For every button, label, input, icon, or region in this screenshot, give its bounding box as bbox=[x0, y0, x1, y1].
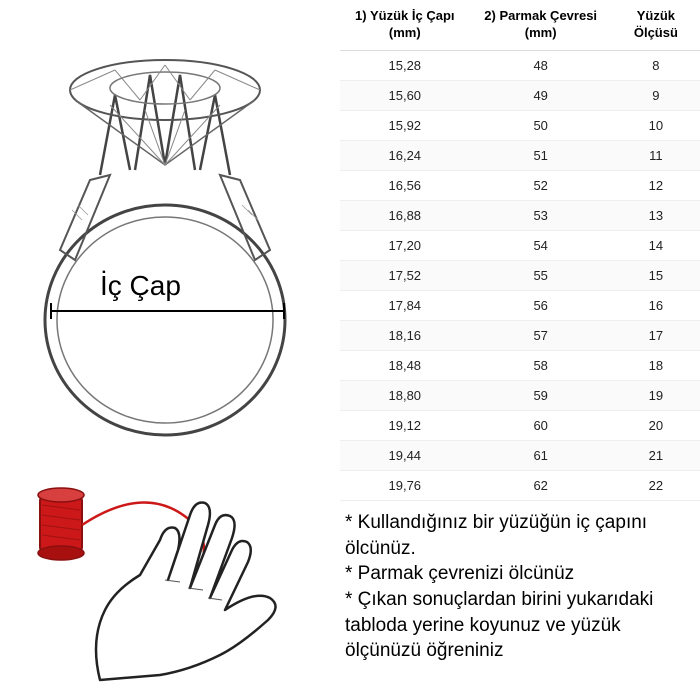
table-cell: 17,52 bbox=[340, 260, 470, 290]
table-row: 15,60499 bbox=[340, 80, 700, 110]
instruction-line: * Kullandığınız bir yüzüğün iç çapını öl… bbox=[345, 510, 695, 561]
table-cell: 16 bbox=[612, 290, 700, 320]
table-cell: 58 bbox=[470, 350, 612, 380]
table-cell: 54 bbox=[470, 230, 612, 260]
table-cell: 14 bbox=[612, 230, 700, 260]
col-header-circumference: 2) Parmak Çevresi (mm) bbox=[470, 0, 612, 50]
table-row: 18,485818 bbox=[340, 350, 700, 380]
table-cell: 48 bbox=[470, 50, 612, 80]
ring-size-table: 1) Yüzük İç Çapı (mm) 2) Parmak Çevresi … bbox=[340, 0, 700, 501]
table-cell: 8 bbox=[612, 50, 700, 80]
table-cell: 19,76 bbox=[340, 470, 470, 500]
table-row: 16,885313 bbox=[340, 200, 700, 230]
table-row: 16,565212 bbox=[340, 170, 700, 200]
diameter-arrow-icon bbox=[50, 310, 285, 312]
table-cell: 16,88 bbox=[340, 200, 470, 230]
table-row: 19,126020 bbox=[340, 410, 700, 440]
table-row: 19,766222 bbox=[340, 470, 700, 500]
col-header-diameter: 1) Yüzük İç Çapı (mm) bbox=[340, 0, 470, 50]
table-row: 15,925010 bbox=[340, 110, 700, 140]
table-cell: 16,24 bbox=[340, 140, 470, 170]
col-header-size: Yüzük Ölçüsü bbox=[612, 0, 700, 50]
table-cell: 51 bbox=[470, 140, 612, 170]
table-cell: 53 bbox=[470, 200, 612, 230]
instruction-line: * Çıkan sonuçlardan birini yukarıdaki ta… bbox=[345, 587, 695, 664]
table-cell: 17 bbox=[612, 320, 700, 350]
table-cell: 62 bbox=[470, 470, 612, 500]
diameter-label: İç Çap bbox=[100, 270, 181, 302]
instructions-block: * Kullandığınız bir yüzüğün iç çapını öl… bbox=[345, 510, 695, 664]
table-row: 19,446121 bbox=[340, 440, 700, 470]
table-cell: 20 bbox=[612, 410, 700, 440]
table-cell: 17,20 bbox=[340, 230, 470, 260]
table-row: 18,805919 bbox=[340, 380, 700, 410]
table-cell: 15,28 bbox=[340, 50, 470, 80]
table-cell: 59 bbox=[470, 380, 612, 410]
table-cell: 18,16 bbox=[340, 320, 470, 350]
table-row: 15,28488 bbox=[340, 50, 700, 80]
table-cell: 15,60 bbox=[340, 80, 470, 110]
instruction-line: * Parmak çevrenizi ölcünüz bbox=[345, 561, 695, 587]
table-cell: 15,92 bbox=[340, 110, 470, 140]
table-cell: 18 bbox=[612, 350, 700, 380]
table-cell: 61 bbox=[470, 440, 612, 470]
table-row: 17,525515 bbox=[340, 260, 700, 290]
table-cell: 12 bbox=[612, 170, 700, 200]
table-cell: 19,12 bbox=[340, 410, 470, 440]
table-row: 17,845616 bbox=[340, 290, 700, 320]
table-cell: 17,84 bbox=[340, 290, 470, 320]
table-cell: 9 bbox=[612, 80, 700, 110]
table-cell: 11 bbox=[612, 140, 700, 170]
table-cell: 55 bbox=[470, 260, 612, 290]
table-row: 17,205414 bbox=[340, 230, 700, 260]
table-cell: 15 bbox=[612, 260, 700, 290]
hand-thread-icon bbox=[10, 470, 330, 690]
table-cell: 16,56 bbox=[340, 170, 470, 200]
table-cell: 19,44 bbox=[340, 440, 470, 470]
table-cell: 18,80 bbox=[340, 380, 470, 410]
table-cell: 18,48 bbox=[340, 350, 470, 380]
table-cell: 10 bbox=[612, 110, 700, 140]
table-cell: 57 bbox=[470, 320, 612, 350]
table-cell: 50 bbox=[470, 110, 612, 140]
table-cell: 21 bbox=[612, 440, 700, 470]
ring-sketch-icon bbox=[0, 10, 330, 440]
table-cell: 13 bbox=[612, 200, 700, 230]
table-row: 16,245111 bbox=[340, 140, 700, 170]
table-cell: 22 bbox=[612, 470, 700, 500]
table-cell: 19 bbox=[612, 380, 700, 410]
table-header-row: 1) Yüzük İç Çapı (mm) 2) Parmak Çevresi … bbox=[340, 0, 700, 50]
table-cell: 52 bbox=[470, 170, 612, 200]
table-row: 18,165717 bbox=[340, 320, 700, 350]
table-cell: 56 bbox=[470, 290, 612, 320]
table-cell: 60 bbox=[470, 410, 612, 440]
table-cell: 49 bbox=[470, 80, 612, 110]
